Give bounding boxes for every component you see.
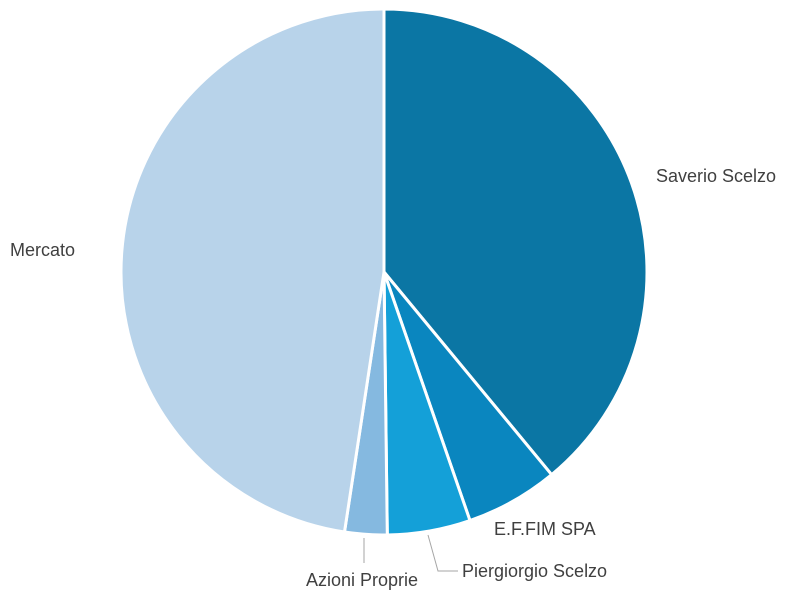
slice-label-azioni-proprie: Azioni Proprie — [306, 570, 418, 590]
pie-slice-mercato — [119, 7, 386, 534]
slice-label-mercato: Mercato — [10, 240, 75, 260]
leader-line-piergiorgio-scelzo — [427, 534, 458, 572]
slice-label-e-f-fim-spa: E.F.FIM SPA — [494, 519, 596, 539]
pie-slice-saverio-scelzo — [382, 7, 649, 477]
slices-layer — [119, 7, 649, 537]
labels-layer: Saverio Scelzo E.F.FIM SPA Piergiorgio Sce… — [10, 166, 776, 590]
leader-lines-layer — [363, 534, 458, 572]
slice-label-piergiorgio-scelzo: Piergiorgio Scelzo — [462, 561, 607, 581]
slice-label-saverio-scelzo: Saverio Scelzo — [656, 166, 776, 186]
